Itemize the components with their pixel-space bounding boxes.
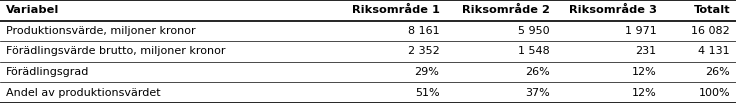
Text: 37%: 37% [525, 88, 550, 98]
Text: Förädlingsvärde brutto, miljoner kronor: Förädlingsvärde brutto, miljoner kronor [6, 46, 225, 57]
Text: Riksområde 2: Riksområde 2 [462, 5, 550, 15]
Text: Riksområde 1: Riksområde 1 [352, 5, 439, 15]
Text: Variabel: Variabel [6, 5, 60, 15]
Text: 51%: 51% [415, 88, 439, 98]
Text: 1 548: 1 548 [518, 46, 550, 57]
Text: Totalt: Totalt [693, 5, 730, 15]
Text: Förädlingsgrad: Förädlingsgrad [6, 67, 89, 77]
Text: Produktionsvärde, miljoner kronor: Produktionsvärde, miljoner kronor [6, 26, 196, 36]
Text: 5 950: 5 950 [518, 26, 550, 36]
Text: 2 352: 2 352 [408, 46, 439, 57]
Text: 29%: 29% [414, 67, 439, 77]
Text: 8 161: 8 161 [408, 26, 439, 36]
Text: 12%: 12% [631, 88, 657, 98]
Text: 12%: 12% [631, 67, 657, 77]
Text: 100%: 100% [698, 88, 730, 98]
Text: Riksområde 3: Riksområde 3 [568, 5, 657, 15]
Text: 26%: 26% [525, 67, 550, 77]
Text: 26%: 26% [705, 67, 730, 77]
Text: 1 971: 1 971 [625, 26, 657, 36]
Text: 4 131: 4 131 [698, 46, 730, 57]
Text: 16 082: 16 082 [691, 26, 730, 36]
Text: Andel av produktionsvärdet: Andel av produktionsvärdet [6, 88, 160, 98]
Text: 231: 231 [635, 46, 657, 57]
